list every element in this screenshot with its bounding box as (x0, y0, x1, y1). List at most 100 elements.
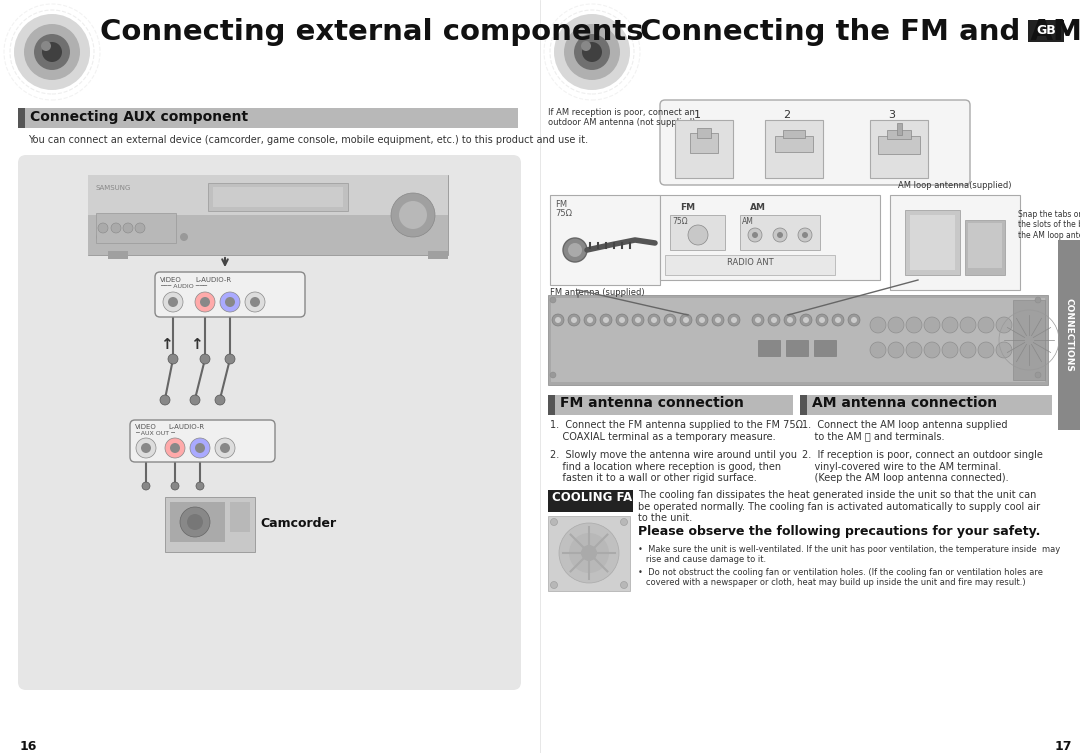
Circle shape (168, 297, 178, 307)
Text: 75Ω: 75Ω (672, 217, 688, 226)
Circle shape (141, 482, 150, 490)
Circle shape (559, 523, 619, 583)
Bar (548, 395, 555, 415)
Circle shape (391, 193, 435, 237)
Circle shape (768, 314, 780, 326)
Circle shape (164, 233, 172, 241)
Circle shape (215, 438, 235, 458)
Text: VIDEO: VIDEO (135, 424, 157, 430)
Bar (170, 502, 225, 542)
Text: •  Do not obstruct the cooling fan or ventilation holes. (If the cooling fan or : • Do not obstruct the cooling fan or ven… (638, 568, 1043, 587)
Bar (910, 215, 955, 270)
Circle shape (144, 233, 152, 241)
Circle shape (632, 314, 644, 326)
Bar (428, 251, 448, 259)
Bar (665, 255, 835, 275)
Circle shape (906, 317, 922, 333)
Bar (548, 395, 793, 415)
Text: CONNECTIONS: CONNECTIONS (1065, 298, 1074, 372)
Bar (905, 210, 960, 275)
Circle shape (777, 232, 783, 238)
Circle shape (165, 438, 185, 458)
Text: FM: FM (555, 200, 567, 209)
Text: •  Make sure the unit is well-ventilated. If the unit has poor ventilation, the : • Make sure the unit is well-ventilated.… (638, 545, 1061, 565)
Circle shape (773, 228, 787, 242)
Bar (165, 497, 255, 552)
Circle shape (942, 317, 958, 333)
Circle shape (996, 342, 1012, 358)
Circle shape (187, 514, 203, 530)
Bar (230, 502, 249, 532)
Circle shape (24, 24, 80, 80)
Bar (878, 136, 920, 154)
Circle shape (160, 395, 170, 405)
Bar (783, 130, 805, 138)
FancyBboxPatch shape (18, 155, 521, 690)
Bar (966, 220, 1005, 275)
Circle shape (683, 317, 689, 323)
Circle shape (111, 223, 121, 233)
Text: AM loop antenna(supplied): AM loop antenna(supplied) (899, 181, 1012, 190)
Bar (1058, 240, 1080, 430)
Circle shape (648, 314, 660, 326)
Bar (87, 175, 448, 255)
Circle shape (399, 201, 427, 229)
Circle shape (582, 42, 602, 62)
Bar (548, 516, 630, 591)
Bar (870, 120, 928, 178)
Circle shape (835, 317, 841, 323)
Text: 2.  Slowly move the antenna wire around until you
    find a location where rece: 2. Slowly move the antenna wire around u… (550, 450, 797, 483)
Circle shape (616, 314, 627, 326)
Bar (786, 340, 808, 356)
Text: 75Ω: 75Ω (555, 209, 572, 218)
Bar (690, 133, 718, 153)
Circle shape (571, 317, 577, 323)
Circle shape (848, 314, 860, 326)
Circle shape (712, 314, 724, 326)
Circle shape (573, 34, 610, 70)
Circle shape (168, 354, 178, 364)
Text: AM antenna connection: AM antenna connection (812, 396, 997, 410)
Circle shape (551, 581, 557, 589)
Circle shape (180, 233, 188, 241)
Bar (800, 395, 1052, 415)
Text: 1.  Connect the FM antenna supplied to the FM 75Ω
    COAXIAL terminal as a temp: 1. Connect the FM antenna supplied to th… (550, 420, 804, 441)
Bar (550, 195, 660, 285)
Text: 2: 2 (783, 110, 791, 120)
Circle shape (163, 292, 183, 312)
Circle shape (1035, 372, 1041, 378)
Circle shape (190, 395, 200, 405)
Circle shape (135, 223, 145, 233)
Circle shape (802, 232, 808, 238)
Circle shape (225, 297, 235, 307)
Circle shape (635, 317, 642, 323)
Circle shape (552, 314, 564, 326)
Text: ─── AUDIO ───: ─── AUDIO ─── (160, 284, 207, 289)
Circle shape (621, 519, 627, 526)
Text: ↑: ↑ (190, 337, 203, 352)
Text: 3: 3 (889, 110, 895, 120)
Circle shape (942, 342, 958, 358)
Circle shape (870, 317, 886, 333)
Circle shape (798, 228, 812, 242)
Text: Connecting external components: Connecting external components (100, 18, 644, 46)
Bar (1013, 300, 1045, 380)
Bar (18, 108, 518, 128)
Circle shape (245, 292, 265, 312)
Text: 1: 1 (693, 110, 701, 120)
Circle shape (787, 317, 793, 323)
Bar (887, 130, 912, 139)
Bar (1028, 20, 1064, 42)
Circle shape (112, 233, 120, 241)
Circle shape (129, 233, 136, 241)
Bar (660, 195, 880, 280)
Circle shape (755, 317, 761, 323)
Circle shape (220, 443, 230, 453)
Circle shape (978, 317, 994, 333)
Text: AM: AM (750, 203, 766, 212)
Circle shape (581, 41, 591, 51)
Circle shape (924, 342, 940, 358)
Bar (548, 490, 633, 512)
Bar (18, 108, 25, 128)
Circle shape (888, 317, 904, 333)
